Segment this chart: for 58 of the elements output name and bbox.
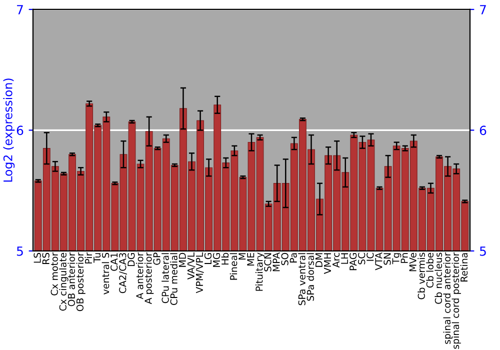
x-tick-label: IC [366,252,374,261]
y2-tick-label: 5 [480,246,486,256]
x-tick-label: Tg [392,253,402,264]
x-tick-label: Tu [94,253,101,263]
x-tick-label: Cx motor [50,252,58,296]
x-tick-label: A posterior [144,252,154,304]
x-tick-label: M [238,253,246,260]
x-tick-label: LG [204,253,212,264]
x-tick-label: VMH [324,253,331,274]
x-tick-label: DG [128,253,135,266]
x-tick-label: OB posterior [76,252,86,312]
x-tick-label: PAG [350,253,357,270]
x-tick-label: SN [384,253,391,265]
x-tick-label: Arc [332,252,340,268]
x-tick-label: SPa ventral [298,253,306,306]
x-tick-label: SPa dorsal [306,253,314,301]
x-tick-label: SCN [264,253,272,272]
x-tick-label: Pituitary [255,252,265,291]
x-tick-label: ME [247,252,254,266]
x-tick-label: spinal cord anterior [443,252,452,344]
x-tick-label: MVe [409,252,416,272]
y-tick-label: 7 [17,5,23,14]
x-tick-label: Pa [290,253,297,262]
x-tick-label: CPu medial [170,253,178,305]
x-tick-label: CPu lateral [162,253,169,304]
x-tick-label: spinal cord posterior [452,252,461,349]
x-tick-label: OB anterior [68,252,75,306]
x-tick-label: SO [281,252,288,266]
y-tick-label: 6 [16,126,24,136]
x-tick-label: LH [341,253,348,264]
x-tick-label: RS [42,252,50,264]
y-axis-title: Log2 (expression) [3,78,15,182]
x-tick-label: GP [153,252,160,265]
x-tick-label: VPM/VPL [196,252,204,294]
x-tick-label: A anterior [136,252,144,300]
x-tick-label: MD [178,252,186,267]
x-tick-label: MPA [272,252,280,272]
x-tick-label: Retina [460,253,468,282]
x-tick-label: Cx cingulate [59,252,68,311]
x-tick-label: Cb nucleus [434,252,442,304]
y-tick-label: 5 [16,246,23,256]
x-tick-label: VA/VL [187,252,196,280]
x-tick-label: Hb [221,252,229,265]
x-tick-label: Pineal [230,253,238,280]
y2-tick-label: 7 [480,5,486,14]
x-tick-label: CA2/CA3 [119,253,127,294]
y2-tick-label: 6 [480,126,486,136]
x-tick-label: Pn [400,253,408,263]
x-tick-label: Cb vermis [418,252,425,300]
x-tick-label: Cb lobe [426,252,434,288]
x-tick-label: Pir [84,252,92,264]
x-tick-label: DM [316,253,322,267]
x-tick-label: LS [34,252,41,263]
x-tick-label: MG [212,253,220,267]
x-tick-label: SC [358,252,366,264]
x-tick-label: CA1 [110,253,118,271]
x-tick-label: ventral S [102,252,110,294]
x-tick-label: VTA [375,252,382,270]
